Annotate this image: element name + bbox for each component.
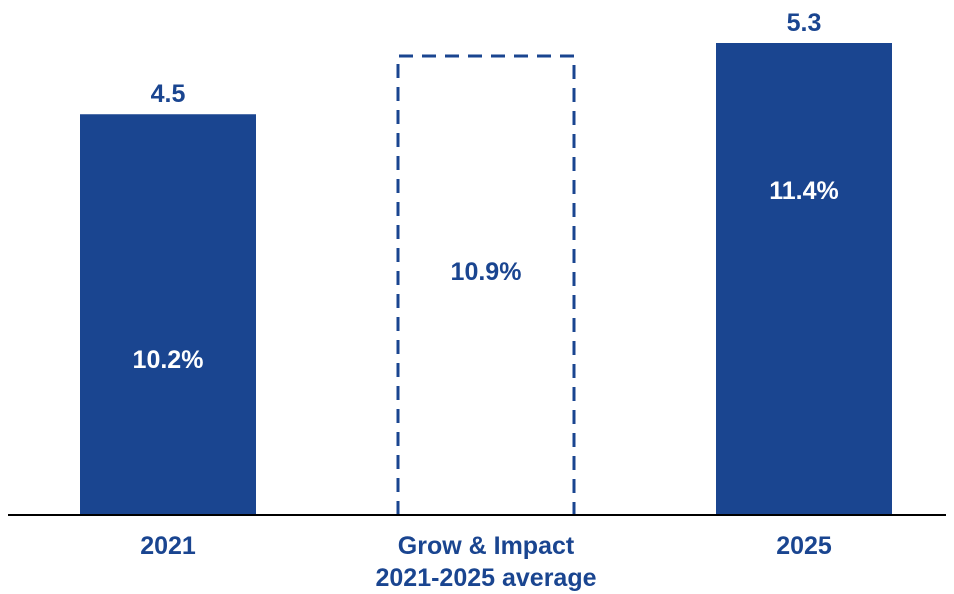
inner-label-1: 10.9% (451, 258, 522, 286)
category-label-2: 2025 (776, 532, 832, 560)
inner-label-0: 10.2% (133, 346, 204, 374)
labels-layer: 4.5 10.2% 2021 10.9% Grow & Impact 2021-2025 … (133, 9, 839, 592)
bar-0 (80, 114, 256, 515)
category-label-1-line-0: Grow & Impact (398, 532, 575, 560)
category-label-0: 2021 (140, 532, 196, 560)
category-label-1-line-1: 2021-2025 average (375, 564, 596, 592)
value-label-2: 5.3 (787, 9, 822, 37)
bar-2 (716, 43, 892, 515)
inner-label-2: 11.4% (769, 177, 839, 205)
bars-layer (80, 43, 892, 515)
value-label-0: 4.5 (151, 80, 186, 108)
bar-outline-1 (396, 54, 576, 515)
